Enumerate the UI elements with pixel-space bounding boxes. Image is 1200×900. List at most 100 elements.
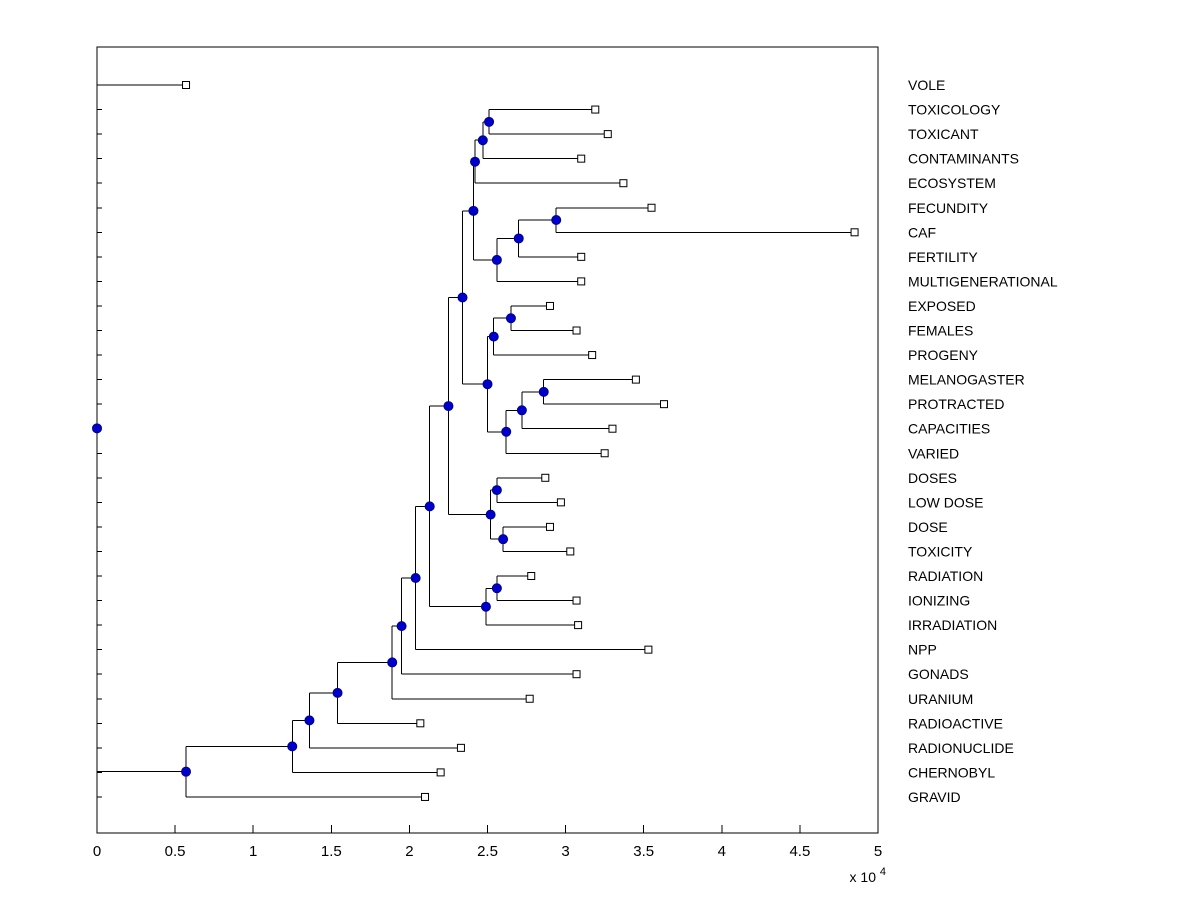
internal-node-marker — [538, 386, 549, 397]
leaf-marker — [574, 621, 583, 630]
leaf-marker — [566, 547, 575, 556]
internal-node-marker — [332, 687, 343, 698]
internal-node-marker — [443, 401, 454, 412]
leaf-label: CAPACITIES — [908, 421, 990, 437]
internal-node-marker — [304, 715, 315, 726]
leaf-marker — [421, 792, 430, 801]
internal-node-marker — [498, 534, 509, 545]
leaf-label: FECUNDITY — [908, 200, 989, 216]
leaf-marker — [600, 449, 609, 458]
internal-node-marker — [491, 254, 502, 265]
leaf-label: CAF — [908, 224, 936, 240]
leaf-marker — [525, 694, 534, 703]
x-tick-label: 4.5 — [789, 843, 810, 860]
leaf-label: VOLE — [908, 77, 945, 93]
internal-node-marker — [287, 741, 298, 752]
leaf-label: FERTILITY — [908, 249, 978, 265]
leaf-marker — [647, 203, 656, 212]
leaf-label: DOSES — [908, 470, 957, 486]
internal-node-marker — [491, 485, 502, 496]
internal-node-marker — [513, 233, 524, 244]
leaf-label: MELANOGASTER — [908, 372, 1025, 388]
leaf-label: RADIOACTIVE — [908, 715, 1003, 731]
leaf-label: PROGENY — [908, 347, 979, 363]
leaf-marker — [644, 645, 653, 654]
internal-node-marker — [468, 205, 479, 216]
leaf-marker — [619, 179, 628, 188]
internal-node-marker — [484, 116, 495, 127]
internal-node-marker — [480, 601, 491, 612]
internal-node-marker — [181, 766, 192, 777]
leaf-marker — [572, 326, 581, 335]
x-tick-label: 3.5 — [633, 843, 654, 860]
leaf-marker — [541, 473, 550, 482]
leaf-marker — [527, 572, 536, 580]
leaf-label: DOSE — [908, 519, 948, 535]
internal-node-marker — [410, 573, 421, 584]
leaf-marker — [456, 743, 465, 752]
internal-node-marker — [457, 292, 468, 303]
leaf-label: NPP — [908, 642, 937, 658]
leaf-marker — [545, 522, 554, 531]
leaf-marker — [631, 375, 640, 384]
leaf-label: IRRADIATION — [908, 617, 997, 633]
leaf-marker — [591, 105, 600, 114]
leaf-label: TOXICITY — [908, 543, 973, 559]
leaf-label: URANIUM — [908, 691, 973, 707]
internal-node-marker — [501, 426, 512, 437]
leaf-marker — [572, 670, 581, 679]
x-tick-label: 3 — [561, 843, 569, 860]
leaf-label: TOXICANT — [908, 126, 979, 142]
axis-exponent-label: x 10 4 — [850, 866, 886, 885]
axis-group — [96, 46, 879, 834]
leaf-marker — [545, 301, 554, 310]
leaf-marker — [436, 768, 445, 777]
leaf-marker — [182, 81, 191, 89]
leaf-marker — [572, 596, 581, 605]
leaf-marker — [608, 424, 617, 433]
leaf-label: RADIONUCLIDE — [908, 740, 1014, 756]
leaf-marker — [416, 719, 425, 728]
internal-node-marker — [488, 331, 499, 342]
x-tick-label: 2 — [405, 843, 413, 860]
x-tick-label: 4 — [718, 843, 726, 860]
internal-node-marker — [396, 621, 407, 632]
leaf-label: TOXICOLOGY — [908, 102, 1001, 118]
internal-node-marker — [485, 509, 496, 520]
leaf-label: GRAVID — [908, 789, 961, 805]
leaf-label: IONIZING — [908, 593, 970, 609]
leaf-marker — [603, 130, 612, 139]
leaf-label: GONADS — [908, 666, 969, 682]
leaf-label: ECOSYSTEM — [908, 175, 996, 191]
leaf-label: RADIATION — [908, 568, 983, 584]
x-tick-label: 5 — [874, 843, 882, 860]
internal-node-marker — [551, 215, 562, 226]
internal-node-marker — [424, 501, 435, 512]
x-tick-label: 2.5 — [477, 843, 498, 860]
leaf-marker — [577, 277, 586, 286]
leaf-label: LOW DOSE — [908, 494, 983, 510]
leaf-label: VARIED — [908, 445, 959, 461]
internal-node-marker — [92, 423, 102, 434]
leaf-marker — [577, 154, 586, 163]
leaf-marker — [660, 400, 669, 409]
x-tick-label: 1.5 — [321, 843, 342, 860]
leaf-label: CONTAMINANTS — [908, 151, 1019, 167]
leaf-marker — [850, 228, 859, 237]
internal-node-marker — [491, 583, 502, 594]
x-tick-label: 1 — [249, 843, 257, 860]
leaf-marker — [556, 498, 565, 507]
x-tick-label: 0 — [93, 843, 101, 860]
leaf-marker — [588, 351, 597, 360]
x-tick-label: 0.5 — [165, 843, 186, 860]
markers-group — [92, 81, 859, 801]
leaf-label: EXPOSED — [908, 298, 976, 314]
internal-node-marker — [477, 135, 488, 146]
internal-node-marker — [470, 156, 481, 167]
text-group: 0 0.5 1 1.5 2 2.5 3 3.5 4 4.5 5 x 10 4 VOLE TOXICOLOG… — [93, 77, 1058, 885]
internal-node-marker — [482, 379, 493, 390]
leaf-marker — [577, 252, 586, 261]
leaf-label: PROTRACTED — [908, 396, 1004, 412]
